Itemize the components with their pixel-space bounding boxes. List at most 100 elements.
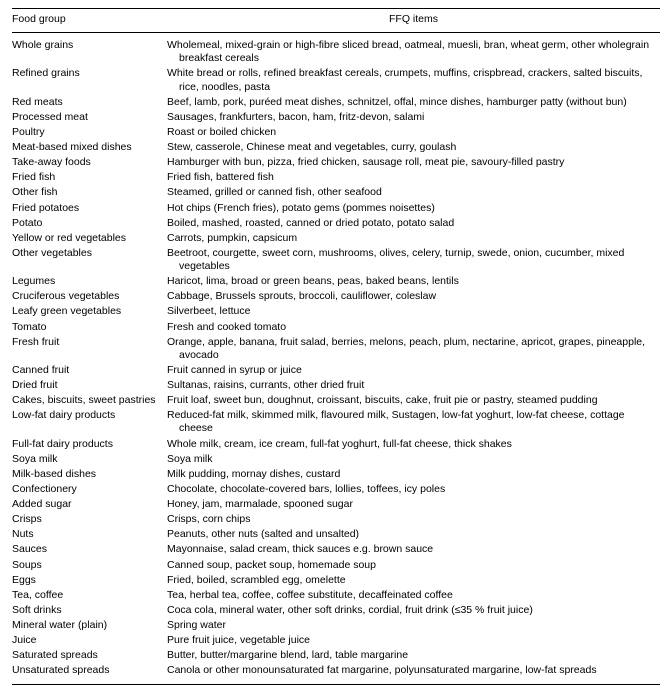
food-group-text: Low-fat dairy products bbox=[12, 409, 159, 422]
food-group-cell: Legumes bbox=[12, 274, 167, 289]
food-group-cell: Eggs bbox=[12, 573, 167, 588]
ffq-items-text: Canned soup, packet soup, homemade soup bbox=[167, 559, 660, 572]
header-food-group: Food group bbox=[12, 9, 167, 33]
food-group-cell: Sauces bbox=[12, 542, 167, 557]
ffq-items-cell: Coca cola, mineral water, other soft dri… bbox=[167, 603, 660, 618]
food-group-text: Fried fish bbox=[12, 171, 159, 184]
food-group-cell: Cakes, biscuits, sweet pastries bbox=[12, 393, 167, 408]
table-row: Soups Canned soup, packet soup, homemade … bbox=[12, 558, 660, 573]
ffq-items-cell: Fruit loaf, sweet bun, doughnut, croissa… bbox=[167, 393, 660, 408]
food-group-text: Meat-based mixed dishes bbox=[12, 141, 159, 154]
food-group-text: Cakes, biscuits, sweet pastries bbox=[12, 394, 159, 407]
food-group-cell: Fried potatoes bbox=[12, 201, 167, 216]
table-row: Whole grains Wholemeal, mixed-grain or hi… bbox=[12, 33, 660, 67]
table-row: Meat-based mixed dishes Stew, casserole, … bbox=[12, 140, 660, 155]
ffq-items-text: Honey, jam, marmalade, spooned sugar bbox=[167, 498, 660, 511]
ffq-items-text: Roast or boiled chicken bbox=[167, 126, 660, 139]
food-group-cell: Other fish bbox=[12, 185, 167, 200]
food-group-cell: Yellow or red vegetables bbox=[12, 231, 167, 246]
table-row: Confectionery Chocolate, chocolate-covere… bbox=[12, 482, 660, 497]
food-group-table: Food group FFQ items Whole grains Wholeme… bbox=[12, 8, 660, 685]
ffq-items-cell: Reduced-fat milk, skimmed milk, flavoure… bbox=[167, 408, 660, 436]
ffq-items-text: Tea, herbal tea, coffee, coffee substitu… bbox=[167, 589, 660, 602]
ffq-items-text: Canola or other monounsaturated fat marg… bbox=[167, 664, 660, 677]
food-group-text: Soya milk bbox=[12, 453, 159, 466]
ffq-items-cell: Steamed, grilled or canned fish, other s… bbox=[167, 185, 660, 200]
table-row: Soft drinksCoca cola, mineral water, oth… bbox=[12, 603, 660, 618]
ffq-items-text: Crisps, corn chips bbox=[167, 513, 660, 526]
food-group-text: Confectionery bbox=[12, 483, 159, 496]
ffq-items-cell: Sausages, frankfurters, bacon, ham, frit… bbox=[167, 110, 660, 125]
ffq-items-cell: Boiled, mashed, roasted, canned or dried… bbox=[167, 216, 660, 231]
food-group-cell: Potato bbox=[12, 216, 167, 231]
table-row: LegumesHaricot, lima, broad or green bea… bbox=[12, 274, 660, 289]
ffq-items-text: Butter, butter/margarine blend, lard, ta… bbox=[167, 649, 660, 662]
ffq-items-cell: Butter, butter/margarine blend, lard, ta… bbox=[167, 648, 660, 663]
ffq-items-text: Orange, apple, banana, fruit salad, berr… bbox=[167, 336, 660, 362]
food-group-text: Sauces bbox=[12, 543, 159, 556]
ffq-items-text: Milk pudding, mornay dishes, custard bbox=[167, 468, 660, 481]
food-group-text: Mineral water (plain) bbox=[12, 619, 159, 632]
food-group-cell: Soft drinks bbox=[12, 603, 167, 618]
food-group-cell: Whole grains bbox=[12, 33, 167, 67]
ffq-items-text: Reduced-fat milk, skimmed milk, flavoure… bbox=[167, 409, 660, 435]
food-group-cell: Fresh fruit bbox=[12, 335, 167, 363]
ffq-items-text: Hot chips (French fries), potato gems (p… bbox=[167, 202, 660, 215]
ffq-items-cell: Milk pudding, mornay dishes, custard bbox=[167, 467, 660, 482]
ffq-items-text: Fruit canned in syrup or juice bbox=[167, 364, 660, 377]
table-row: Saturated spreadsButter, butter/margarin… bbox=[12, 648, 660, 663]
ffq-items-text: Haricot, lima, broad or green beans, pea… bbox=[167, 275, 660, 288]
food-group-text: Full-fat dairy products bbox=[12, 438, 159, 451]
food-group-cell: Dried fruit bbox=[12, 378, 167, 393]
food-group-text: Take-away foods bbox=[12, 156, 159, 169]
ffq-items-text: Stew, casserole, Chinese meat and vegeta… bbox=[167, 141, 660, 154]
ffq-items-cell: Fresh and cooked tomato bbox=[167, 320, 660, 335]
food-group-text: Nuts bbox=[12, 528, 159, 541]
food-group-text: Soups bbox=[12, 559, 159, 572]
header-row: Food group FFQ items bbox=[12, 9, 660, 33]
ffq-items-cell: Wholemeal, mixed-grain or high-fibre sli… bbox=[167, 33, 660, 67]
table-row: Soya milk Soya milk bbox=[12, 452, 660, 467]
ffq-items-text: Fried fish, battered fish bbox=[167, 171, 660, 184]
table-row: Tomato Fresh and cooked tomato bbox=[12, 320, 660, 335]
food-group-text: Potato bbox=[12, 217, 159, 230]
food-group-text: Other vegetables bbox=[12, 247, 159, 260]
food-group-cell: Crisps bbox=[12, 512, 167, 527]
table-row: Red meats Beef, lamb, pork, puréed meat d… bbox=[12, 95, 660, 110]
table-row: Tea, coffeeTea, herbal tea, coffee, coff… bbox=[12, 588, 660, 603]
table-row: Cakes, biscuits, sweet pastries Fruit loa… bbox=[12, 393, 660, 408]
food-group-text: Leafy green vegetables bbox=[12, 305, 159, 318]
ffq-items-text: Soya milk bbox=[167, 453, 660, 466]
food-group-text: Tomato bbox=[12, 321, 159, 334]
table-row: Mineral water (plain)Spring water bbox=[12, 618, 660, 633]
food-group-cell: Soups bbox=[12, 558, 167, 573]
food-group-cell: Fried fish bbox=[12, 170, 167, 185]
food-group-text: Whole grains bbox=[12, 39, 159, 52]
food-group-cell: Tea, coffee bbox=[12, 588, 167, 603]
ffq-items-cell: White bread or rolls, refined breakfast … bbox=[167, 66, 660, 94]
ffq-items-text: Beef, lamb, pork, puréed meat dishes, sc… bbox=[167, 96, 660, 109]
ffq-items-cell: Silverbeet, lettuce bbox=[167, 304, 660, 319]
food-group-text: Yellow or red vegetables bbox=[12, 232, 159, 245]
ffq-items-text: Fried, boiled, scrambled egg, omelette bbox=[167, 574, 660, 587]
food-group-cell: Meat-based mixed dishes bbox=[12, 140, 167, 155]
table-row: Dried fruitSultanas, raisins, currants, … bbox=[12, 378, 660, 393]
table-row: CrispsCrisps, corn chips bbox=[12, 512, 660, 527]
ffq-items-cell: Tea, herbal tea, coffee, coffee substitu… bbox=[167, 588, 660, 603]
food-group-cell: Red meats bbox=[12, 95, 167, 110]
table-row: Fried potatoesHot chips (French fries), … bbox=[12, 201, 660, 216]
ffq-items-cell: Beef, lamb, pork, puréed meat dishes, sc… bbox=[167, 95, 660, 110]
table-row: Refined grainsWhite bread or rolls, refi… bbox=[12, 66, 660, 94]
table-row: EggsFried, boiled, scrambled egg, omelet… bbox=[12, 573, 660, 588]
ffq-items-cell: Stew, casserole, Chinese meat and vegeta… bbox=[167, 140, 660, 155]
ffq-items-cell: Hamburger with bun, pizza, fried chicken… bbox=[167, 155, 660, 170]
ffq-items-cell: Crisps, corn chips bbox=[167, 512, 660, 527]
ffq-items-text: Chocolate, chocolate-covered bars, lolli… bbox=[167, 483, 660, 496]
ffq-items-cell: Haricot, lima, broad or green beans, pea… bbox=[167, 274, 660, 289]
ffq-items-text: Pure fruit juice, vegetable juice bbox=[167, 634, 660, 647]
ffq-items-text: Beetroot, courgette, sweet corn, mushroo… bbox=[167, 247, 660, 273]
table-row: Milk-based dishesMilk pudding, mornay di… bbox=[12, 467, 660, 482]
ffq-items-text: White bread or rolls, refined breakfast … bbox=[167, 67, 660, 93]
ffq-items-cell: Canola or other monounsaturated fat marg… bbox=[167, 663, 660, 684]
food-group-text: Red meats bbox=[12, 96, 159, 109]
